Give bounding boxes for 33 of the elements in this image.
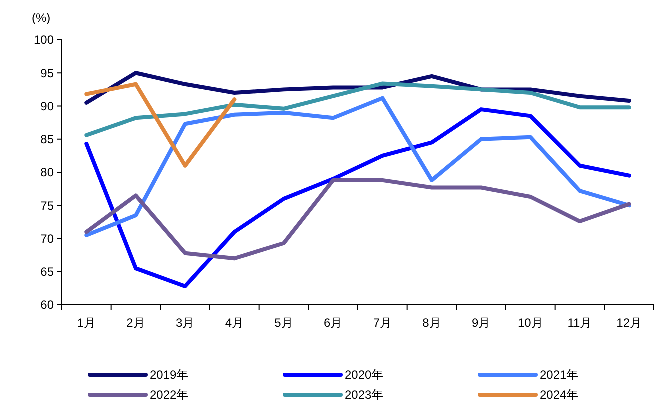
y-tick-label: 100: [34, 33, 54, 48]
line-series: [84, 108, 632, 288]
y-tick-label: 90: [40, 99, 54, 114]
x-tick-label: 8月: [422, 316, 442, 330]
line-series: [84, 82, 632, 138]
legend-label: 2019年: [150, 368, 189, 382]
legend-label: 2023年: [345, 388, 384, 402]
x-tick-label: 7月: [373, 316, 392, 330]
x-tick-label: 11月: [568, 316, 592, 330]
legend-label: 2020年: [345, 368, 384, 382]
x-tick-label: 6月: [324, 316, 343, 330]
legend-label: 2024年: [540, 388, 579, 402]
y-tick-label: 95: [40, 66, 54, 80]
x-tick-label: 10月: [518, 316, 544, 330]
y-tick-label: 60: [40, 298, 54, 312]
y-tick-label: 80: [40, 166, 54, 180]
line-series: [84, 82, 237, 168]
x-tick-label: 2月: [126, 316, 146, 330]
x-tick-label: 12月: [616, 316, 642, 330]
legend-label: 2022年: [150, 388, 189, 402]
x-tick-label: 9月: [472, 316, 491, 330]
x-tick-label: 1月: [77, 316, 96, 330]
line-series: [84, 178, 632, 261]
y-tick-label: 85: [40, 132, 54, 147]
y-axis-title: (%): [32, 11, 51, 25]
x-tick-label: 4月: [225, 316, 244, 330]
x-tick-label: 3月: [176, 316, 195, 330]
y-tick-label: 75: [40, 198, 54, 213]
y-tick-label: 70: [40, 232, 54, 246]
x-tick-label: 5月: [274, 316, 294, 330]
line-series: [84, 96, 632, 238]
y-tick-label: 65: [40, 265, 54, 280]
legend-label: 2021年: [540, 368, 579, 382]
